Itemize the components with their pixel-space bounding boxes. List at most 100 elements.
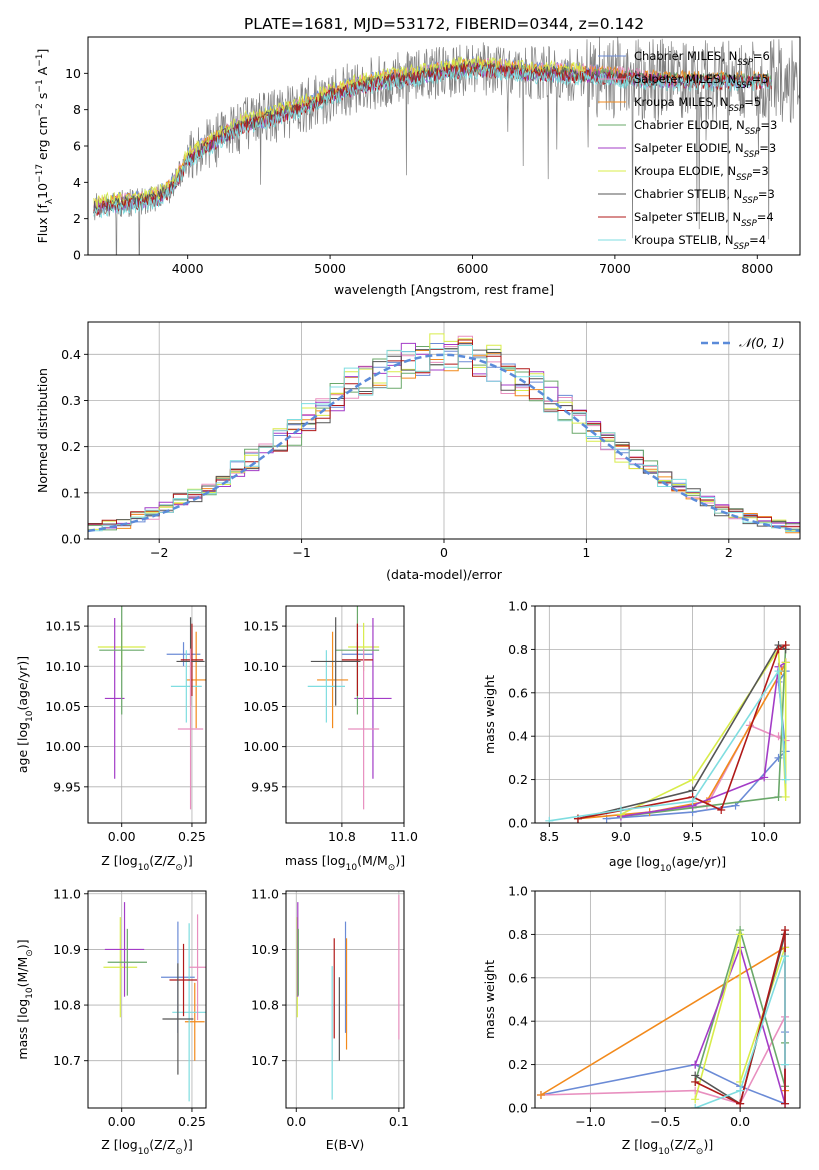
age_vs_mass-xtick-label: 11.0 (390, 829, 418, 844)
age_vs_mass-errorbar-salpeter-stelib (341, 623, 373, 697)
weight_vs_Z-line-kroupa-stelib (694, 955, 786, 1108)
model-spectrum-chabrier-stelib (93, 60, 772, 214)
age_vs_mass-xtick-label: 10.8 (328, 829, 356, 844)
spectrum-xtick-label: 8000 (741, 261, 773, 276)
spectrum-xtick-label: 5000 (314, 261, 346, 276)
mass_vs_Z-ytick-label: 10.8 (53, 998, 81, 1013)
weight_vs_age-marker-kroupa-elodie (688, 775, 697, 784)
weight_vs_age-ytick-label: 0.4 (508, 729, 528, 744)
age_vs_Z-errorbar-chabrier-miles (166, 642, 201, 667)
mass_vs_Z-errorbar-salpeter-miles (189, 914, 206, 1021)
residuals-ytick-label: 0.4 (61, 347, 81, 362)
weight_vs_Z-marker-salpeter-stelib (781, 1099, 790, 1108)
age_vs_Z-errorbar-kroupa-miles (186, 631, 206, 729)
model-spectrum-kroupa-stelib (93, 65, 772, 219)
weight_vs_Z-ytick-label: 0.6 (508, 970, 528, 985)
spectrum-ytick-label: 0 (73, 248, 81, 263)
legend-entry-kroupa-elodie: Kroupa ELODIE, NSSP=3 (634, 164, 769, 183)
spectrum-xtick-label: 6000 (457, 261, 489, 276)
weight_vs_age-ytick-label: 0.6 (508, 685, 528, 700)
age_vs_mass-x-label: mass [log10(M/M⊙)] (285, 853, 405, 873)
figure-title: PLATE=1681, MJD=53172, FIBERID=0344, z=0… (244, 15, 644, 33)
weight_vs_Z-marker-salpeter-elodie (691, 1060, 700, 1069)
mass_vs_Z-errorbar-salpeter-stelib (169, 943, 198, 1017)
spectrum-ytick-label: 8 (73, 102, 81, 117)
age_vs_Z-frame (87, 605, 207, 824)
mass_vs_Z-axes: 0.00 0.25 10.7 10.8 10.9 11.0 Z [log10(Z/Z⊙)] m… (15, 886, 207, 1157)
weight_vs_age-ytick-label: 0.0 (508, 816, 528, 831)
age_vs_Z-errorbar-kroupa-stelib (170, 650, 202, 723)
mass_vs_EBV-ytick-label: 11.0 (251, 886, 279, 901)
weight_vs_Z-plot-area (536, 926, 790, 1108)
mass_vs_EBV-xtick-label: 0.1 (389, 1114, 409, 1129)
weight_vs_Z-marker-salpeter-stelib (691, 1077, 700, 1086)
mass_vs_Z-errorbar-chabrier-stelib (162, 963, 194, 1075)
weight_vs_age-marker-salpeter-stelib (781, 641, 790, 650)
weight_vs_Z-ytick-label: 0.0 (508, 1101, 528, 1116)
mass_vs_Z-ytick-label: 11.0 (53, 886, 81, 901)
weight_vs_age-marker-kroupa-stelib (781, 775, 790, 784)
residuals-xtick-label: 0 (440, 545, 448, 560)
mass_vs_Z-ytick-label: 10.7 (53, 1053, 81, 1068)
spectrum-axes: 4000 5000 6000 7000 8000 0 2 4 6 8 10 wavelength [A… (35, 36, 801, 297)
mass_vs_Z-frame (87, 890, 207, 1109)
weight_vs_Z-marker-kroupa-elodie (691, 1095, 700, 1104)
normal-distribution-curve (88, 353, 800, 533)
age_vs_Z-errorbar-chabrier-elodie (99, 606, 145, 715)
legend-entry-kroupa-stelib: Kroupa STELIB, NSSP=4 (634, 233, 766, 252)
age_vs_Z-axes: 0.00 0.25 9.95 10.00 10.05 10.10 10.15 Z [log10… (15, 605, 207, 873)
histogram-kroupa-stelib (88, 345, 800, 535)
age_vs_mass-errorbar-salpeter-miles (348, 648, 380, 810)
mass_vs_EBV-ytick-label: 10.8 (251, 998, 279, 1013)
age_vs_mass-errorbar-chabrier-stelib (310, 617, 361, 706)
age_vs_Z-y-label: age [log10(age/yr)] (15, 656, 35, 773)
age_vs_mass-ytick-label: 10.10 (243, 659, 279, 674)
weight_vs_age-marker-kroupa-stelib (774, 667, 783, 676)
residuals-axes: −2 −1 0 1 2 0.0 0.1 0.2 0.3 0.4 (data-model)/error… (35, 321, 801, 582)
mass_vs_Z-errorbar-chabrier-elodie (107, 928, 147, 996)
weight_vs_age-frame (534, 605, 801, 824)
weight_vs_Z-y-label: mass weight (482, 960, 497, 1039)
legend-entry-chabrier-elodie: Chabrier ELODIE, NSSP=3 (634, 118, 777, 137)
mass_vs_EBV-ytick-label: 10.9 (251, 942, 279, 957)
weight_vs_Z-xtick-label: −0.5 (650, 1114, 680, 1129)
weight_vs_age-xtick-label: 9.0 (611, 829, 631, 844)
mass_vs_EBV-x-label: E(B-V) (326, 1137, 365, 1152)
mass_vs_EBV-frame (285, 890, 405, 1109)
weight_vs_Z-marker-kroupa-stelib (781, 952, 790, 961)
weight_vs_age-marker-kroupa-stelib (616, 805, 625, 814)
weight_vs_Z-axes: −1.0 −0.5 0.0 0.0 0.2 0.4 0.6 0.8 1.0 Z [log10(Z/… (482, 884, 801, 1157)
age_vs_mass-ytick-label: 10.00 (243, 739, 279, 754)
weight_vs_age-ytick-label: 1.0 (508, 599, 528, 614)
spectrum-y-label: Flux [fλ10−17 erg cm−2 s−1 A−1] (35, 49, 55, 244)
age_vs_Z-xtick-label: 0.00 (108, 829, 136, 844)
residuals-y-label: Normed distribution (35, 368, 50, 493)
mass_vs_EBV-xtick-label: 0.0 (286, 1114, 306, 1129)
residuals-xtick-label: −1 (292, 545, 310, 560)
weight_vs_Z-ytick-label: 0.4 (508, 1014, 528, 1029)
weight_vs_age-ytick-label: 0.2 (508, 772, 528, 787)
spectrum-ytick-label: 10 (65, 66, 81, 81)
residuals-ytick-label: 0.0 (61, 532, 81, 547)
residuals-x-label: (data-model)/error (386, 567, 503, 582)
age_vs_Z-x-label: Z [log10(Z/Z⊙)] (101, 853, 192, 873)
age_vs_Z-ytick-label: 9.95 (53, 779, 81, 794)
age_vs_mass-frame (285, 605, 405, 824)
weight_vs_age-marker-salpeter-elodie (760, 773, 769, 782)
age_vs_mass-errorbar-kroupa-stelib (307, 650, 345, 723)
weight_vs_age-x-label: age [log10(age/yr)] (609, 854, 726, 874)
age_vs_Z-plot-area (97, 606, 206, 810)
weight_vs_age-marker-salpeter-stelib (717, 805, 726, 814)
mass_vs_Z-errorbar-kroupa-miles (184, 982, 205, 1061)
weight_vs_Z-marker-kroupa-elodie (736, 930, 745, 939)
age_vs_Z-ytick-label: 10.05 (45, 699, 81, 714)
age_vs_mass-ytick-label: 9.95 (251, 779, 279, 794)
weight_vs_Z-marker-kroupa-stelib (691, 1104, 700, 1108)
weight_vs_age-xtick-label: 8.5 (539, 829, 559, 844)
mass_vs_Z-xtick-label: 0.25 (178, 1114, 206, 1129)
weight_vs_Z-xtick-label: 0.0 (730, 1114, 750, 1129)
weight_vs_age-xtick-label: 10.0 (750, 829, 778, 844)
spectrum-ytick-label: 2 (73, 211, 81, 226)
age_vs_Z-ytick-label: 10.00 (45, 739, 81, 754)
